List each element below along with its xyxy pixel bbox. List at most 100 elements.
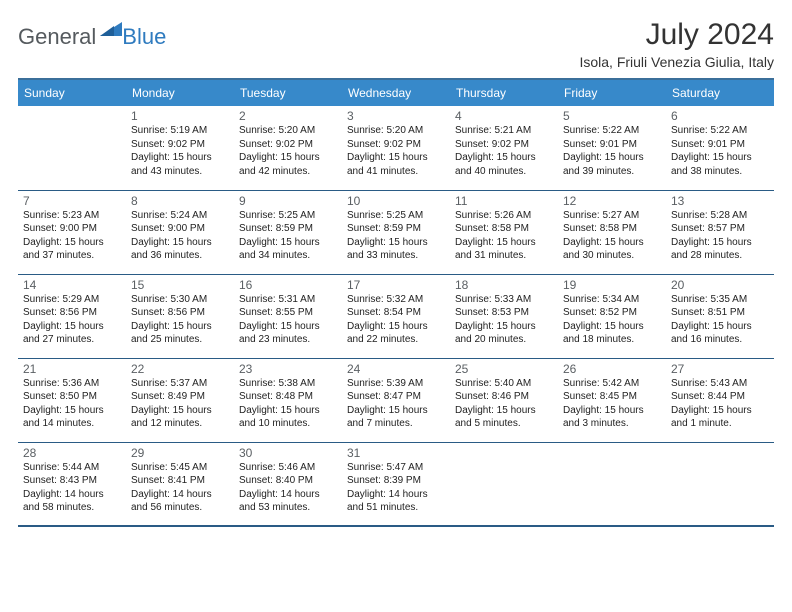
day-number: 11 — [455, 194, 553, 208]
day-details: Sunrise: 5:47 AMSunset: 8:39 PMDaylight:… — [347, 461, 445, 515]
calendar-cell: 24Sunrise: 5:39 AMSunset: 8:47 PMDayligh… — [342, 358, 450, 442]
day-number: 17 — [347, 278, 445, 292]
calendar-cell: 1Sunrise: 5:19 AMSunset: 9:02 PMDaylight… — [126, 106, 234, 190]
day-details: Sunrise: 5:22 AMSunset: 9:01 PMDaylight:… — [563, 124, 661, 178]
day-detail-line: Sunrise: 5:44 AM — [23, 461, 121, 475]
day-detail-line: Sunrise: 5:46 AM — [239, 461, 337, 475]
header: General Blue July 2024 Isola, Friuli Ven… — [18, 18, 774, 70]
header-right: July 2024 Isola, Friuli Venezia Giulia, … — [579, 18, 774, 70]
day-number: 20 — [671, 278, 769, 292]
day-detail-line: Sunrise: 5:38 AM — [239, 377, 337, 391]
day-detail-line: Sunset: 8:48 PM — [239, 390, 337, 404]
day-number: 21 — [23, 362, 121, 376]
day-number: 15 — [131, 278, 229, 292]
calendar-cell: 8Sunrise: 5:24 AMSunset: 9:00 PMDaylight… — [126, 190, 234, 274]
day-detail-line: Sunset: 9:02 PM — [347, 138, 445, 152]
calendar-header-row: SundayMondayTuesdayWednesdayThursdayFrid… — [18, 79, 774, 106]
day-details: Sunrise: 5:25 AMSunset: 8:59 PMDaylight:… — [347, 209, 445, 263]
calendar-cell: 6Sunrise: 5:22 AMSunset: 9:01 PMDaylight… — [666, 106, 774, 190]
day-details: Sunrise: 5:26 AMSunset: 8:58 PMDaylight:… — [455, 209, 553, 263]
day-details: Sunrise: 5:39 AMSunset: 8:47 PMDaylight:… — [347, 377, 445, 431]
calendar-cell: 16Sunrise: 5:31 AMSunset: 8:55 PMDayligh… — [234, 274, 342, 358]
day-number: 3 — [347, 109, 445, 123]
day-detail-line: Sunset: 8:58 PM — [455, 222, 553, 236]
day-detail-line: Sunset: 8:58 PM — [563, 222, 661, 236]
day-details: Sunrise: 5:45 AMSunset: 8:41 PMDaylight:… — [131, 461, 229, 515]
day-detail-line: Daylight: 15 hours and 33 minutes. — [347, 236, 445, 263]
day-detail-line: Sunset: 8:41 PM — [131, 474, 229, 488]
day-detail-line: Daylight: 15 hours and 37 minutes. — [23, 236, 121, 263]
day-detail-line: Sunrise: 5:20 AM — [239, 124, 337, 138]
calendar-cell: 9Sunrise: 5:25 AMSunset: 8:59 PMDaylight… — [234, 190, 342, 274]
day-detail-line: Sunrise: 5:26 AM — [455, 209, 553, 223]
calendar-row: 1Sunrise: 5:19 AMSunset: 9:02 PMDaylight… — [18, 106, 774, 190]
day-detail-line: Sunset: 9:01 PM — [671, 138, 769, 152]
day-detail-line: Sunset: 8:56 PM — [23, 306, 121, 320]
day-details: Sunrise: 5:36 AMSunset: 8:50 PMDaylight:… — [23, 377, 121, 431]
day-detail-line: Sunrise: 5:37 AM — [131, 377, 229, 391]
weekday-header: Friday — [558, 79, 666, 106]
day-detail-line: Sunset: 8:51 PM — [671, 306, 769, 320]
calendar-row: 21Sunrise: 5:36 AMSunset: 8:50 PMDayligh… — [18, 358, 774, 442]
calendar-cell: 21Sunrise: 5:36 AMSunset: 8:50 PMDayligh… — [18, 358, 126, 442]
calendar-cell: 28Sunrise: 5:44 AMSunset: 8:43 PMDayligh… — [18, 442, 126, 526]
calendar-row: 14Sunrise: 5:29 AMSunset: 8:56 PMDayligh… — [18, 274, 774, 358]
calendar-cell: 20Sunrise: 5:35 AMSunset: 8:51 PMDayligh… — [666, 274, 774, 358]
day-detail-line: Daylight: 15 hours and 38 minutes. — [671, 151, 769, 178]
day-detail-line: Daylight: 15 hours and 31 minutes. — [455, 236, 553, 263]
day-detail-line: Daylight: 15 hours and 43 minutes. — [131, 151, 229, 178]
day-detail-line: Sunset: 8:59 PM — [347, 222, 445, 236]
day-detail-line: Daylight: 14 hours and 53 minutes. — [239, 488, 337, 515]
weekday-header: Wednesday — [342, 79, 450, 106]
day-details: Sunrise: 5:32 AMSunset: 8:54 PMDaylight:… — [347, 293, 445, 347]
day-detail-line: Daylight: 14 hours and 51 minutes. — [347, 488, 445, 515]
day-details: Sunrise: 5:44 AMSunset: 8:43 PMDaylight:… — [23, 461, 121, 515]
day-detail-line: Daylight: 15 hours and 42 minutes. — [239, 151, 337, 178]
day-detail-line: Sunset: 8:39 PM — [347, 474, 445, 488]
day-number: 5 — [563, 109, 661, 123]
day-number: 29 — [131, 446, 229, 460]
day-detail-line: Sunrise: 5:25 AM — [347, 209, 445, 223]
calendar-cell: 3Sunrise: 5:20 AMSunset: 9:02 PMDaylight… — [342, 106, 450, 190]
day-detail-line: Sunrise: 5:22 AM — [671, 124, 769, 138]
day-detail-line: Sunset: 8:46 PM — [455, 390, 553, 404]
day-details: Sunrise: 5:20 AMSunset: 9:02 PMDaylight:… — [239, 124, 337, 178]
day-detail-line: Sunset: 9:02 PM — [239, 138, 337, 152]
day-detail-line: Sunrise: 5:30 AM — [131, 293, 229, 307]
day-details: Sunrise: 5:33 AMSunset: 8:53 PMDaylight:… — [455, 293, 553, 347]
calendar-cell — [558, 442, 666, 526]
day-detail-line: Daylight: 15 hours and 18 minutes. — [563, 320, 661, 347]
day-detail-line: Sunset: 8:49 PM — [131, 390, 229, 404]
day-detail-line: Daylight: 14 hours and 56 minutes. — [131, 488, 229, 515]
day-details: Sunrise: 5:34 AMSunset: 8:52 PMDaylight:… — [563, 293, 661, 347]
day-details: Sunrise: 5:37 AMSunset: 8:49 PMDaylight:… — [131, 377, 229, 431]
day-details: Sunrise: 5:19 AMSunset: 9:02 PMDaylight:… — [131, 124, 229, 178]
day-details: Sunrise: 5:40 AMSunset: 8:46 PMDaylight:… — [455, 377, 553, 431]
calendar-cell: 27Sunrise: 5:43 AMSunset: 8:44 PMDayligh… — [666, 358, 774, 442]
day-detail-line: Daylight: 15 hours and 16 minutes. — [671, 320, 769, 347]
calendar-cell: 7Sunrise: 5:23 AMSunset: 9:00 PMDaylight… — [18, 190, 126, 274]
day-detail-line: Sunrise: 5:22 AM — [563, 124, 661, 138]
day-detail-line: Daylight: 15 hours and 28 minutes. — [671, 236, 769, 263]
day-detail-line: Sunset: 9:00 PM — [131, 222, 229, 236]
calendar-cell — [18, 106, 126, 190]
page: General Blue July 2024 Isola, Friuli Ven… — [0, 0, 792, 612]
day-detail-line: Sunrise: 5:45 AM — [131, 461, 229, 475]
day-details: Sunrise: 5:46 AMSunset: 8:40 PMDaylight:… — [239, 461, 337, 515]
day-detail-line: Sunrise: 5:23 AM — [23, 209, 121, 223]
calendar-cell: 11Sunrise: 5:26 AMSunset: 8:58 PMDayligh… — [450, 190, 558, 274]
day-detail-line: Sunrise: 5:28 AM — [671, 209, 769, 223]
day-detail-line: Sunset: 8:40 PM — [239, 474, 337, 488]
day-number: 30 — [239, 446, 337, 460]
day-detail-line: Daylight: 15 hours and 25 minutes. — [131, 320, 229, 347]
day-detail-line: Sunrise: 5:29 AM — [23, 293, 121, 307]
day-detail-line: Sunrise: 5:35 AM — [671, 293, 769, 307]
day-number: 12 — [563, 194, 661, 208]
day-number: 10 — [347, 194, 445, 208]
day-detail-line: Daylight: 15 hours and 20 minutes. — [455, 320, 553, 347]
day-detail-line: Sunrise: 5:40 AM — [455, 377, 553, 391]
day-details: Sunrise: 5:24 AMSunset: 9:00 PMDaylight:… — [131, 209, 229, 263]
day-detail-line: Daylight: 15 hours and 23 minutes. — [239, 320, 337, 347]
day-number: 25 — [455, 362, 553, 376]
day-detail-line: Sunset: 8:50 PM — [23, 390, 121, 404]
